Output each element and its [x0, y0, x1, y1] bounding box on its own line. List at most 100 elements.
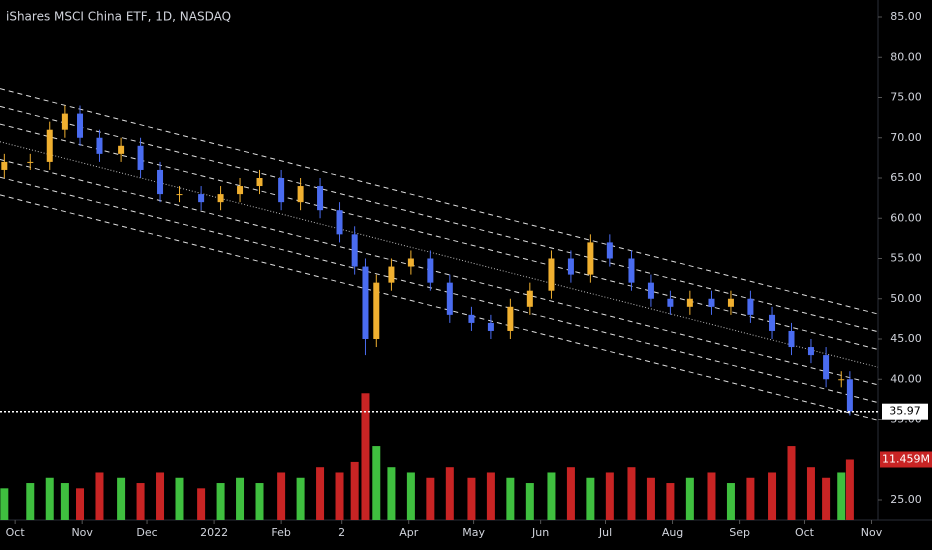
x-tick-label: Sep	[729, 526, 750, 539]
candle-body	[96, 137, 103, 154]
channel-center	[0, 141, 879, 368]
volume-bar	[60, 483, 69, 520]
candle-body	[407, 258, 414, 267]
candle-body	[118, 145, 125, 154]
volume-bar	[486, 472, 495, 520]
last-price-box	[882, 403, 928, 420]
candle-body	[647, 282, 654, 299]
x-tick-label: Aug	[662, 526, 683, 539]
candle-body	[667, 298, 674, 307]
volume-bar	[837, 472, 846, 520]
volume-bar	[768, 472, 777, 520]
volume-bar	[136, 483, 145, 520]
volume-bar	[406, 472, 415, 520]
volume-bar	[845, 459, 854, 520]
candle-body	[237, 186, 244, 195]
volume-bar	[0, 488, 9, 520]
volume-bar	[236, 477, 245, 520]
volume-bar	[316, 467, 325, 520]
candle-body	[427, 258, 434, 283]
candle-body	[297, 186, 304, 203]
volume-bar	[156, 472, 165, 520]
volume-bar	[566, 467, 575, 520]
volume-bar	[685, 477, 694, 520]
candle-body	[587, 242, 594, 275]
y-tick-label: 50.00	[890, 292, 922, 305]
candle-body	[686, 298, 693, 307]
candle-body	[526, 290, 533, 307]
volume-bar	[746, 477, 755, 520]
channel-line	[0, 105, 879, 333]
x-tick-label: Apr	[399, 526, 419, 539]
volume-bar	[76, 488, 85, 520]
last-volume-label: 11.459M	[882, 452, 930, 465]
y-tick-label: 75.00	[890, 91, 922, 104]
volume-bar	[627, 467, 636, 520]
volume-bar	[95, 472, 104, 520]
x-tick-label: 2	[338, 526, 345, 539]
volume-bar	[335, 472, 344, 520]
channel-line	[0, 194, 879, 421]
volume-bar	[296, 477, 305, 520]
candle-body	[46, 129, 53, 162]
candle-body	[823, 355, 830, 380]
candle-body	[336, 210, 343, 235]
volume-bar	[707, 472, 716, 520]
volume-bar	[646, 477, 655, 520]
last-volume-box	[880, 451, 932, 468]
candle-body	[176, 194, 183, 196]
volume-bar	[197, 488, 206, 520]
candle-body	[846, 379, 853, 412]
volume-bar	[216, 483, 225, 520]
x-tick-label: Oct	[795, 526, 815, 539]
volume-bar	[525, 483, 534, 520]
candle-body	[567, 258, 574, 275]
x-tick-label: Jun	[531, 526, 549, 539]
candle-body	[788, 330, 795, 348]
candle-body	[217, 194, 224, 203]
candle-body	[507, 306, 514, 331]
last-price-label: 35.97	[889, 405, 921, 418]
volume-bar	[787, 446, 796, 520]
y-tick-label: 65.00	[890, 171, 922, 184]
volume-bar	[822, 477, 831, 520]
candle-body	[708, 298, 715, 307]
candle-body	[769, 314, 776, 331]
volume-bar	[806, 467, 815, 520]
volume-bar	[117, 477, 126, 520]
chart-title: iShares MSCI China ETF, 1D, NASDAQ	[6, 10, 231, 24]
candle-body	[373, 282, 380, 339]
channel-line	[0, 88, 879, 315]
x-tick-label: May	[462, 526, 485, 539]
volume-bar	[387, 467, 396, 520]
candle-body	[487, 322, 494, 331]
x-tick-label: Oct	[6, 526, 26, 539]
candle-body	[1, 161, 8, 170]
candle-body	[256, 178, 263, 187]
volume-bar	[255, 483, 264, 520]
volume-bar	[277, 472, 286, 520]
volume-bar	[45, 477, 54, 520]
volume-bar	[361, 393, 370, 520]
volume-bar	[175, 477, 184, 520]
y-tick-label: 60.00	[890, 211, 922, 224]
y-tick-label: 80.00	[890, 50, 922, 63]
volume-bar	[605, 472, 614, 520]
candle-body	[468, 314, 475, 323]
volume-bar	[372, 446, 381, 520]
candle-body	[198, 194, 205, 203]
volume-bar	[426, 477, 435, 520]
volume-bar	[506, 477, 515, 520]
x-tick-label: Dec	[136, 526, 157, 539]
candle-body	[278, 178, 285, 203]
candle-body	[351, 234, 358, 267]
volume-bar	[350, 461, 359, 520]
x-tick-label: 2022	[200, 526, 228, 539]
volume-bar	[666, 483, 675, 520]
candle-body	[446, 282, 453, 315]
candle-body	[807, 347, 814, 356]
candle-body	[747, 298, 754, 315]
candle-body	[27, 161, 34, 163]
